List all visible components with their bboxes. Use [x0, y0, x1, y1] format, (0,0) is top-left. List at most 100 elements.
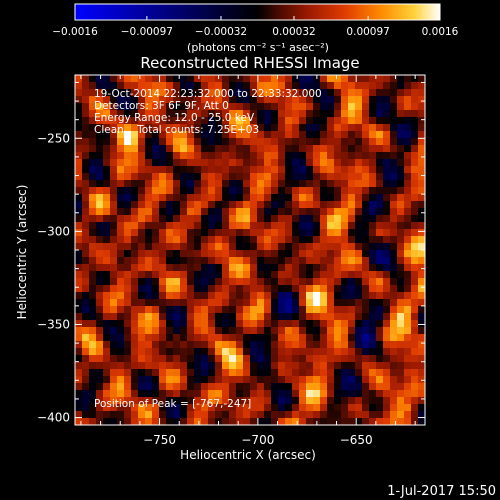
heatmap-cell — [334, 376, 342, 384]
heatmap-cell — [257, 299, 265, 307]
heatmap-cell — [334, 222, 342, 230]
heatmap-cell — [404, 348, 412, 356]
heatmap-cell — [222, 117, 230, 125]
heatmap-cell — [138, 180, 146, 188]
heatmap-cell — [292, 159, 300, 167]
heatmap-cell — [299, 264, 307, 272]
heatmap-cell — [257, 348, 265, 356]
heatmap-cell — [117, 166, 125, 174]
heatmap-cell — [103, 117, 111, 125]
heatmap-cell — [418, 180, 425, 188]
heatmap-cell — [355, 285, 363, 293]
heatmap-cell — [138, 152, 146, 160]
heatmap-cell — [320, 75, 328, 83]
heatmap-cell — [138, 418, 146, 425]
heatmap-cell — [173, 180, 181, 188]
heatmap-cell — [369, 152, 377, 160]
heatmap-cell — [362, 229, 370, 237]
heatmap-cell — [299, 362, 307, 370]
heatmap-cell — [299, 390, 307, 398]
heatmap-cell — [397, 383, 405, 391]
heatmap-cell — [397, 341, 405, 349]
heatmap-cell — [89, 257, 97, 265]
heatmap-cell — [236, 411, 244, 419]
heatmap-cell — [229, 110, 237, 118]
heatmap-cell — [110, 390, 118, 398]
heatmap-cell — [131, 96, 139, 104]
heatmap-cell — [201, 208, 209, 216]
heatmap-cell — [117, 180, 125, 188]
heatmap-cell — [180, 152, 188, 160]
heatmap-cell — [215, 250, 223, 258]
heatmap-cell — [215, 264, 223, 272]
heatmap-cell — [292, 327, 300, 335]
heatmap-cell — [285, 271, 293, 279]
heatmap-cell — [145, 201, 153, 209]
heatmap-cell — [96, 82, 104, 90]
heatmap-cell — [278, 201, 286, 209]
heatmap-cell — [103, 159, 111, 167]
heatmap-cell — [334, 82, 342, 90]
heatmap-cell — [103, 313, 111, 321]
heatmap-cell — [271, 117, 279, 125]
heatmap-cell — [180, 215, 188, 223]
heatmap-cell — [411, 201, 419, 209]
heatmap-cell — [257, 201, 265, 209]
heatmap-cell — [369, 355, 377, 363]
heatmap-cell — [236, 117, 244, 125]
heatmap-cell — [341, 292, 349, 300]
heatmap-cell — [257, 89, 265, 97]
heatmap-cell — [411, 173, 419, 181]
heatmap-cell — [264, 320, 272, 328]
heatmap-cell — [194, 75, 202, 83]
heatmap-cell — [348, 208, 356, 216]
heatmap-cell — [117, 159, 125, 167]
heatmap-cell — [264, 110, 272, 118]
heatmap-cell — [145, 222, 153, 230]
heatmap-cell — [110, 383, 118, 391]
heatmap-cell — [390, 229, 398, 237]
heatmap-cell — [369, 411, 377, 419]
heatmap-cell — [173, 82, 181, 90]
heatmap-cell — [320, 306, 328, 314]
heatmap-cell — [201, 320, 209, 328]
heatmap-cell — [355, 320, 363, 328]
heatmap-cell — [215, 404, 223, 412]
heatmap-cell — [362, 257, 370, 265]
heatmap-cell — [404, 131, 412, 139]
heatmap-cell — [292, 82, 300, 90]
heatmap-cell — [180, 243, 188, 251]
heatmap-cell — [362, 418, 370, 425]
heatmap-cell — [355, 229, 363, 237]
heatmap-cell — [229, 278, 237, 286]
heatmap-cell — [222, 418, 230, 425]
heatmap-cell — [320, 110, 328, 118]
heatmap-cell — [201, 180, 209, 188]
heatmap-cell — [376, 110, 384, 118]
heatmap-cell — [208, 355, 216, 363]
heatmap-cell — [278, 362, 286, 370]
heatmap-cell — [383, 138, 391, 146]
heatmap-cell — [124, 292, 132, 300]
heatmap-cell — [75, 264, 83, 272]
heatmap-cell — [173, 138, 181, 146]
heatmap-cell — [173, 257, 181, 265]
heatmap-cell — [201, 348, 209, 356]
heatmap-cell — [222, 138, 230, 146]
heatmap-cell — [117, 173, 125, 181]
heatmap-cell — [334, 145, 342, 153]
heatmap-cell — [215, 362, 223, 370]
heatmap-cell — [313, 173, 321, 181]
heatmap-cell — [75, 124, 83, 132]
heatmap-cell — [306, 341, 314, 349]
heatmap-cell — [362, 355, 370, 363]
heatmap-cell — [369, 75, 377, 83]
heatmap-cell — [327, 201, 335, 209]
heatmap-cell — [103, 131, 111, 139]
heatmap-cell — [180, 208, 188, 216]
heatmap-cell — [222, 299, 230, 307]
heatmap-cell — [348, 418, 356, 425]
heatmap-cell — [390, 152, 398, 160]
heatmap-cell — [390, 166, 398, 174]
heatmap-cell — [236, 222, 244, 230]
